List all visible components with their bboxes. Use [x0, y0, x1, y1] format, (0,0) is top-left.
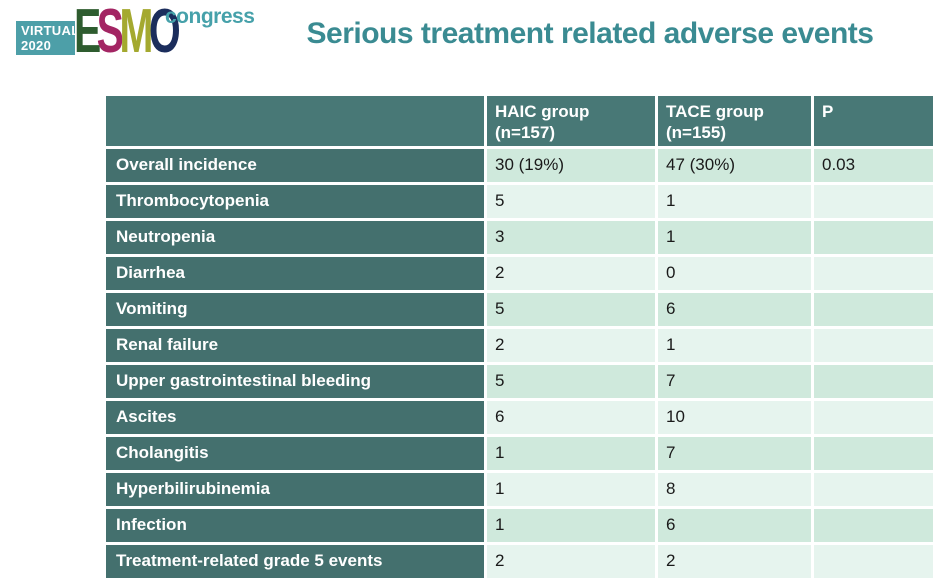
tace-value-cell: 1	[655, 325, 814, 365]
haic-value-cell: 2	[484, 541, 658, 580]
p-value-cell	[811, 397, 935, 437]
row-label-cell: Ascites	[103, 397, 487, 437]
slide-title: Serious treatment related adverse events	[306, 17, 874, 50]
esmo-letter-o: O	[148, 0, 181, 66]
row-label-cell: Renal failure	[103, 325, 487, 365]
header-haic-line1: HAIC group	[495, 102, 590, 121]
p-value-cell	[811, 289, 935, 329]
tace-value-cell: 1	[655, 217, 814, 257]
tace-value-cell: 6	[655, 289, 814, 329]
row-label-cell: Diarrhea	[103, 253, 487, 293]
header-p-line1: P	[822, 102, 834, 121]
p-value-cell: 0.03	[811, 145, 935, 185]
row-label-cell: Vomiting	[103, 289, 487, 329]
table-row: Hyperbilirubinemia 1 8	[103, 469, 935, 509]
table-row: Diarrhea 2 0	[103, 253, 935, 293]
tace-value-cell: 7	[655, 433, 814, 473]
esmo-letter-e: E	[74, 0, 101, 66]
tace-value-cell: 7	[655, 361, 814, 401]
haic-value-cell: 5	[484, 181, 658, 221]
tace-value-cell: 1	[655, 181, 814, 221]
header-haic-line2: (n=157)	[495, 123, 555, 143]
table-row: Cholangitis 1 7	[103, 433, 935, 473]
table-row: Vomiting 5 6	[103, 289, 935, 329]
haic-value-cell: 3	[484, 217, 658, 257]
p-value-cell	[811, 325, 935, 365]
virtual-label: VIRTUAL	[21, 23, 80, 38]
header-tace-line2: (n=155)	[666, 123, 726, 143]
table-row: Infection 1 6	[103, 505, 935, 545]
haic-value-cell: 6	[484, 397, 658, 437]
row-label-cell: Upper gastrointestinal bleeding	[103, 361, 487, 401]
header-empty-cell	[103, 93, 487, 149]
table-header-row: HAIC group (n=157) TACE group (n=155) P	[103, 93, 935, 149]
p-value-cell	[811, 217, 935, 257]
p-value-cell	[811, 253, 935, 293]
header-haic-group: HAIC group (n=157)	[484, 93, 658, 149]
haic-value-cell: 2	[484, 253, 658, 293]
p-value-cell	[811, 433, 935, 473]
p-value-cell	[811, 469, 935, 509]
row-label-cell: Neutropenia	[103, 217, 487, 257]
congress-label: congress	[165, 5, 255, 28]
p-value-cell	[811, 541, 935, 580]
virtual-2020-badge: VIRTUAL 2020	[16, 21, 80, 55]
row-label-cell: Infection	[103, 505, 487, 545]
haic-value-cell: 30 (19%)	[484, 145, 658, 185]
row-label-cell: Thrombocytopenia	[103, 181, 487, 221]
header-p-value: P	[811, 93, 935, 149]
row-label-cell: Hyperbilirubinemia	[103, 469, 487, 509]
virtual-year: 2020	[21, 37, 52, 53]
tace-value-cell: 2	[655, 541, 814, 580]
haic-value-cell: 5	[484, 289, 658, 329]
tace-value-cell: 10	[655, 397, 814, 437]
table-body: Overall incidence 30 (19%) 47 (30%) 0.03…	[103, 145, 935, 580]
table-row: Neutropenia 3 1	[103, 217, 935, 257]
tace-value-cell: 6	[655, 505, 814, 545]
tace-value-cell: 0	[655, 253, 814, 293]
adverse-events-table: HAIC group (n=157) TACE group (n=155) P …	[103, 93, 935, 580]
haic-value-cell: 1	[484, 505, 658, 545]
esmo-wordmark: ESMO	[74, 0, 181, 66]
esmo-congress-logo: VIRTUAL 2020 ESMO congress	[0, 0, 280, 70]
row-label-cell: Cholangitis	[103, 433, 487, 473]
table-row: Upper gastrointestinal bleeding 5 7	[103, 361, 935, 401]
esmo-letter-s: S	[96, 0, 124, 66]
haic-value-cell: 5	[484, 361, 658, 401]
header-tace-line1: TACE group	[666, 102, 764, 121]
table-row: Treatment-related grade 5 events 2 2	[103, 541, 935, 580]
row-label-cell: Treatment-related grade 5 events	[103, 541, 487, 580]
haic-value-cell: 2	[484, 325, 658, 365]
p-value-cell	[811, 361, 935, 401]
p-value-cell	[811, 505, 935, 545]
tace-value-cell: 8	[655, 469, 814, 509]
table-row: Ascites 6 10	[103, 397, 935, 437]
row-label-cell: Overall incidence	[103, 145, 487, 185]
table-row: Overall incidence 30 (19%) 47 (30%) 0.03	[103, 145, 935, 185]
haic-value-cell: 1	[484, 433, 658, 473]
table-row: Renal failure 2 1	[103, 325, 935, 365]
esmo-letter-m: M	[119, 0, 153, 66]
haic-value-cell: 1	[484, 469, 658, 509]
table-row: Thrombocytopenia 5 1	[103, 181, 935, 221]
header-tace-group: TACE group (n=155)	[655, 93, 814, 149]
p-value-cell	[811, 181, 935, 221]
tace-value-cell: 47 (30%)	[655, 145, 814, 185]
